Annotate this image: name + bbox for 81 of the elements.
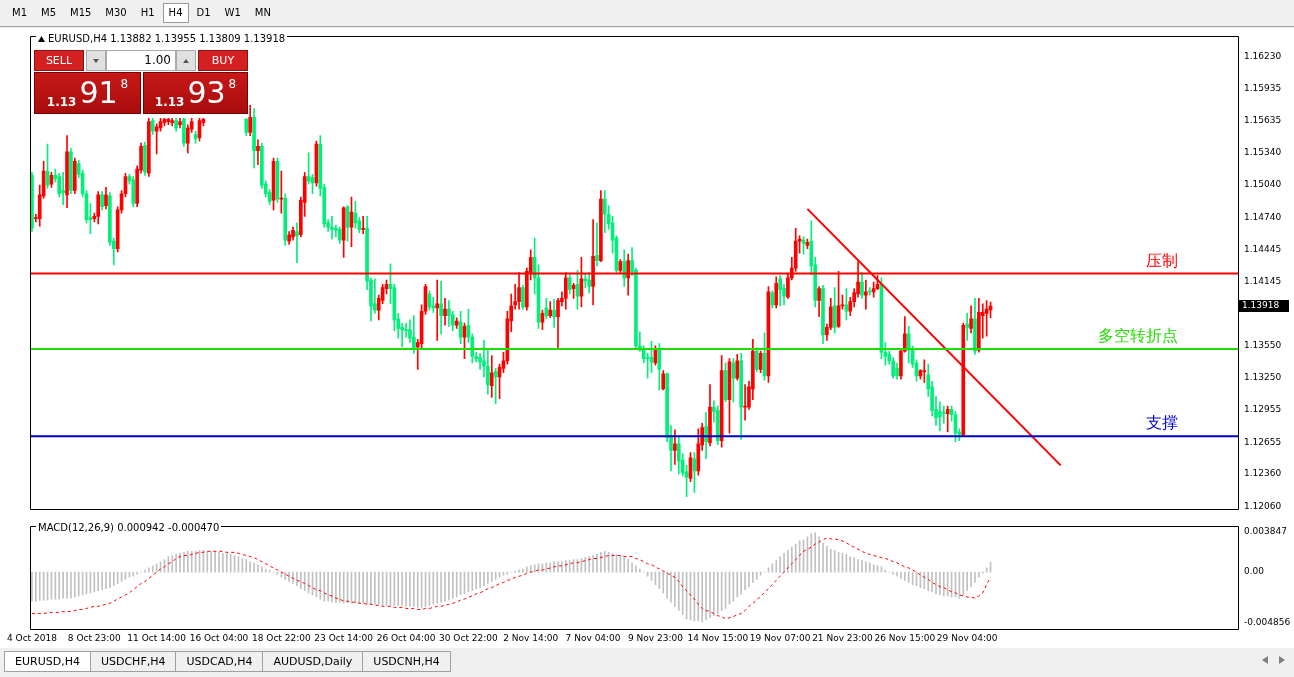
candlestick — [439, 280, 443, 335]
candlestick — [61, 171, 65, 205]
text: USDCAD,H4 — [176, 651, 264, 672]
category-label: 23 Oct 14:00 — [314, 632, 374, 643]
text: USDCHF,H4 — [90, 651, 177, 672]
y-tick-label: 1.15935 — [1244, 83, 1282, 94]
candlestick — [595, 222, 599, 267]
chart-title: MACD(12,26,9) 0.000942 -0.000470 — [38, 522, 220, 533]
category-label: 26 Oct 04:00 — [376, 632, 436, 643]
candlestick — [552, 299, 556, 328]
y-tick-label: 1.15635 — [1244, 115, 1282, 126]
y-tick-label: 1.15040 — [1244, 179, 1282, 190]
text-field: 1.00 — [106, 50, 176, 71]
candlestick — [361, 216, 365, 234]
y-tick-label: 1.12060 — [1244, 500, 1282, 511]
category-label: 7 Nov 04:00 — [565, 632, 621, 643]
annotation: SELL — [34, 50, 84, 71]
text: USDCNH,H4 — [363, 651, 451, 672]
candlestick — [447, 300, 451, 327]
line-series — [31, 537, 992, 620]
text: M15 — [69, 6, 93, 20]
category-label: 21 Nov 23:00 — [812, 632, 873, 643]
text: 1.13918 — [1242, 300, 1280, 311]
candlestick — [743, 384, 747, 421]
ref-line-label: 多空转折点 — [1098, 326, 1178, 346]
candlestick — [673, 429, 677, 465]
y-tick-label: 0.003847 — [1244, 526, 1287, 537]
candlestick — [938, 401, 942, 432]
text: M1 — [11, 6, 28, 20]
annotation: 8 — [228, 77, 237, 91]
y-tick-label: 1.13250 — [1244, 372, 1282, 383]
category-label: 8 Oct 23:00 — [67, 632, 121, 643]
ref-line-label: 压制 — [1146, 250, 1178, 270]
annotation: 8 — [120, 77, 129, 91]
category-label: 14 Nov 15:00 — [687, 632, 749, 643]
category-label: 2 Nov 14:00 — [503, 632, 559, 643]
ref-line-label: 支撑 — [1146, 413, 1178, 433]
category-label: 18 Oct 22:00 — [252, 632, 311, 643]
candlestick — [256, 139, 260, 165]
category-label: 11 Oct 14:00 — [127, 632, 186, 643]
category-label: 29 Nov 04:00 — [936, 632, 998, 643]
annotation: 1.13 — [46, 95, 77, 109]
text: AUDUSD,Daily — [263, 651, 364, 672]
y-tick-label: 1.14740 — [1244, 211, 1282, 222]
text: H4 — [162, 3, 189, 23]
category-label: 30 Oct 22:00 — [439, 632, 498, 643]
category-label: 4 Oct 2018 — [6, 632, 57, 643]
candlestick — [945, 405, 950, 433]
annotation: 91 — [79, 75, 118, 110]
category-label: 16 Oct 04:00 — [189, 632, 249, 643]
text: D1 — [195, 6, 212, 20]
y-tick-label: 1.14445 — [1244, 243, 1282, 254]
candlestick — [295, 222, 299, 264]
y-tick-label: 1.12360 — [1244, 468, 1282, 479]
y-tick-label: 1.14145 — [1244, 275, 1282, 286]
category-label: 19 Nov 07:00 — [749, 632, 811, 643]
y-tick-label: -0.004856 — [1244, 616, 1291, 627]
y-tick-label: 1.16230 — [1244, 51, 1282, 62]
candlestick — [941, 405, 946, 424]
candlestick — [435, 279, 440, 341]
candlestick — [443, 298, 447, 326]
text: W1 — [223, 6, 242, 20]
text: H1 — [139, 6, 156, 20]
candlestick — [330, 216, 334, 240]
annotation: 93 — [187, 75, 226, 110]
y-tick-label: 0.00 — [1244, 566, 1265, 577]
chart-title: EURUSD,H4 1.13882 1.13955 1.13809 1.13918 — [48, 33, 286, 44]
category-label: 9 Nov 23:00 — [627, 632, 683, 643]
y-tick-label: 1.15340 — [1244, 147, 1282, 158]
annotation: 1.13 — [154, 95, 185, 109]
text: EURUSD,H4 — [4, 651, 91, 672]
text: M30 — [104, 6, 128, 20]
y-tick-label: 1.13550 — [1244, 340, 1282, 351]
y-tick-label: 1.12955 — [1244, 404, 1282, 415]
text: MN — [253, 6, 272, 20]
text: M5 — [40, 6, 57, 20]
y-tick-label: 1.12655 — [1244, 436, 1282, 447]
category-label: 26 Nov 15:00 — [874, 632, 936, 643]
annotation: BUY — [198, 50, 248, 71]
candlestick — [922, 359, 927, 383]
candlestick — [965, 313, 969, 341]
